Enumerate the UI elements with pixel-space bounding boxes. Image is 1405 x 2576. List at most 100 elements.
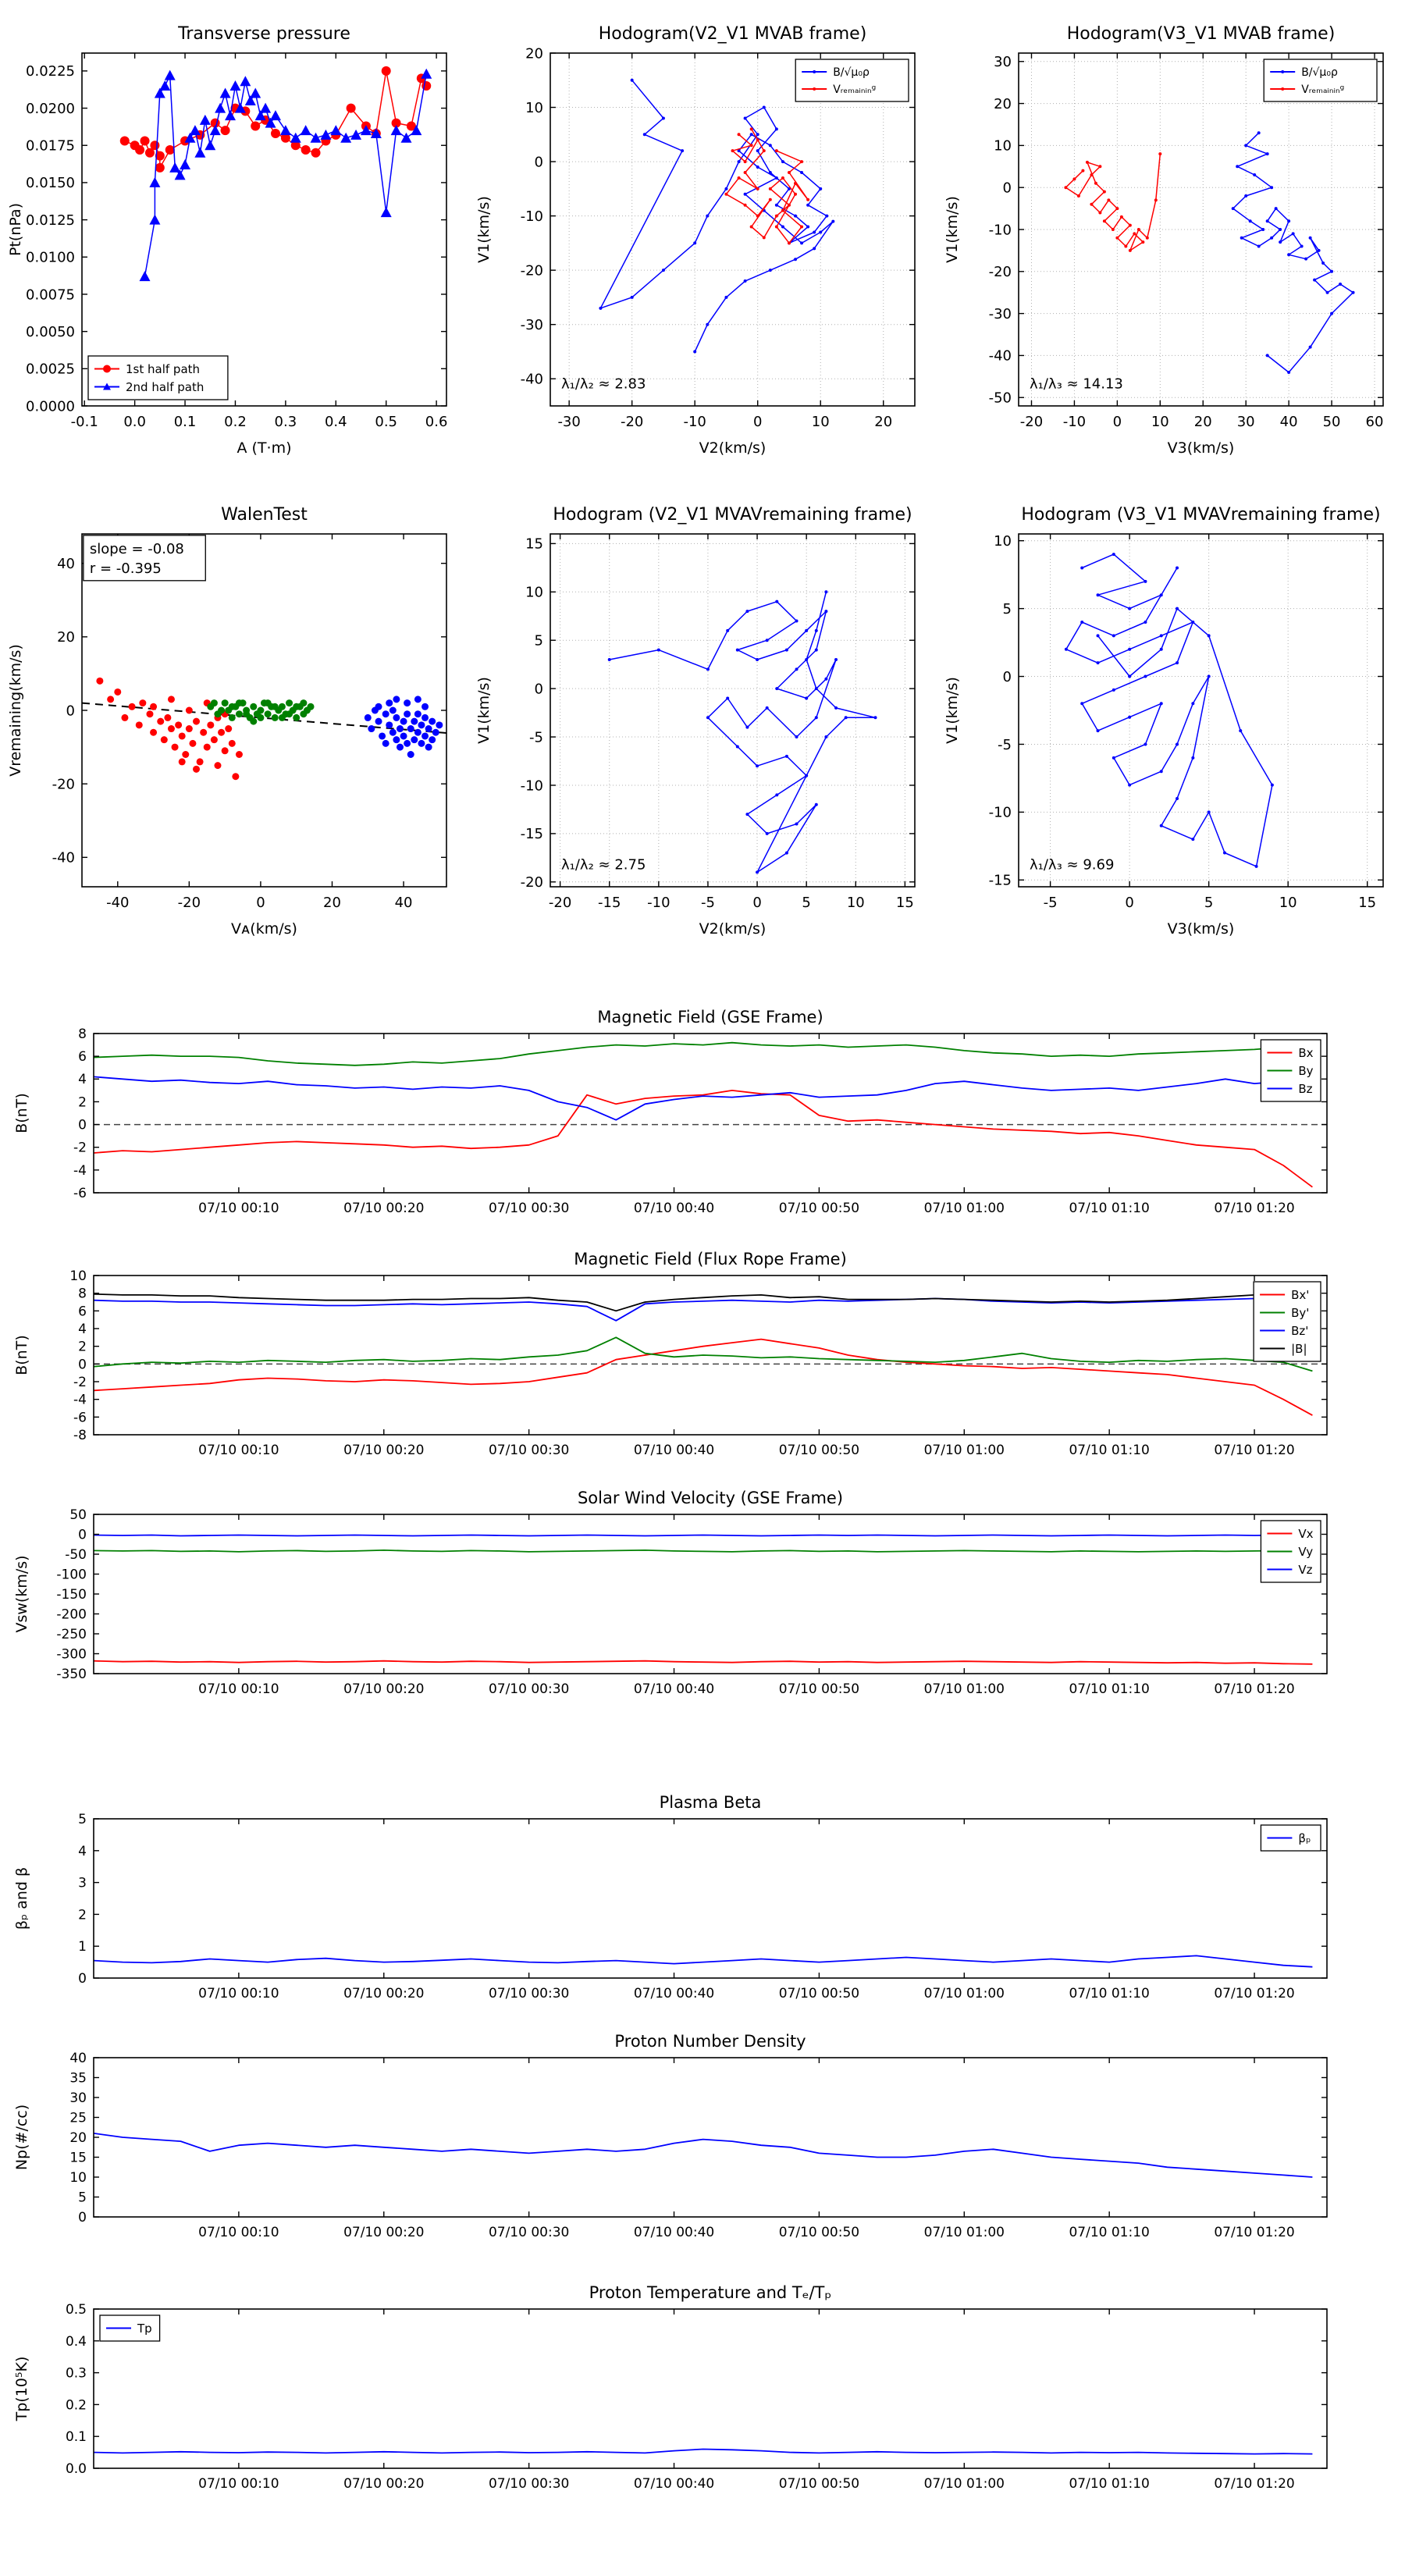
svg-text:Vz: Vz — [1298, 1563, 1312, 1577]
svg-text:10: 10 — [525, 585, 543, 601]
svg-text:07/10 00:10: 07/10 00:10 — [198, 1986, 279, 2001]
svg-text:4: 4 — [78, 1844, 87, 1859]
svg-text:0: 0 — [1113, 414, 1122, 430]
svg-text:07/10 01:20: 07/10 01:20 — [1214, 2225, 1294, 2240]
svg-text:35: 35 — [69, 2070, 87, 2086]
svg-text:0.1: 0.1 — [66, 2429, 87, 2445]
svg-text:07/10 01:00: 07/10 01:00 — [924, 2225, 1005, 2240]
svg-text:Proton Number Density: Proton Number Density — [614, 2032, 806, 2051]
svg-text:V2(km/s): V2(km/s) — [699, 920, 767, 938]
svg-text:6: 6 — [78, 1304, 87, 1319]
svg-text:By': By' — [1291, 1306, 1309, 1320]
svg-text:07/10 00:20: 07/10 00:20 — [343, 1201, 424, 1216]
svg-text:-5: -5 — [701, 895, 715, 911]
svg-text:4: 4 — [78, 1322, 87, 1337]
svg-text:-10: -10 — [521, 208, 543, 225]
svg-text:Tp(10⁵K): Tp(10⁵K) — [13, 2357, 30, 2422]
svg-text:Bx': Bx' — [1291, 1288, 1309, 1302]
svg-text:-10: -10 — [683, 414, 706, 430]
svg-text:5: 5 — [535, 633, 543, 649]
svg-text:-5: -5 — [1044, 895, 1058, 911]
svg-text:Hodogram (V3_V1 MVAVremaining: Hodogram (V3_V1 MVAVremaining frame) — [1021, 505, 1380, 525]
svg-text:Bz': Bz' — [1291, 1324, 1308, 1338]
svg-text:25: 25 — [69, 2110, 87, 2126]
svg-text:07/10 01:00: 07/10 01:00 — [924, 1681, 1005, 1697]
svg-text:10: 10 — [525, 100, 543, 116]
svg-text:10: 10 — [69, 2170, 87, 2186]
svg-text:2: 2 — [78, 1907, 87, 1923]
svg-text:0.2: 0.2 — [66, 2397, 87, 2413]
svg-text:Hodogram(V2_V1 MVAB frame): Hodogram(V2_V1 MVAB frame) — [599, 24, 867, 44]
svg-text:30: 30 — [1237, 414, 1255, 430]
svg-text:40: 40 — [1280, 414, 1298, 430]
svg-text:2nd half path: 2nd half path — [126, 380, 204, 394]
chart-hodogram-v3v1-mvav: -5 0 5 10 15 -15 -10 -5 0 5 10 Hodogram (V3_V1 MVAV… — [937, 493, 1405, 955]
svg-text:Magnetic Field (GSE Frame): Magnetic Field (GSE Frame) — [597, 1008, 823, 1026]
svg-text:-40: -40 — [521, 372, 543, 388]
chart-solar-wind-velocity: 07/10 00:10 07/10 00:20 07/10 00:30 07/10 0… — [0, 1483, 1405, 1717]
svg-text:07/10 01:10: 07/10 01:10 — [1069, 1681, 1149, 1697]
svg-text:0: 0 — [78, 1971, 87, 1987]
svg-text:07/10 01:20: 07/10 01:20 — [1214, 1201, 1294, 1216]
svg-text:0.0025: 0.0025 — [26, 361, 75, 378]
svg-text:Bz: Bz — [1298, 1082, 1312, 1096]
svg-text:07/10 00:20: 07/10 00:20 — [343, 1681, 424, 1697]
svg-text:B/√μ₀ρ: B/√μ₀ρ — [1301, 66, 1338, 79]
svg-text:07/10 00:50: 07/10 00:50 — [779, 1986, 859, 2001]
svg-text:slope = -0.08: slope = -0.08 — [90, 541, 184, 557]
svg-text:07/10 00:40: 07/10 00:40 — [634, 2225, 714, 2240]
svg-text:15: 15 — [896, 895, 914, 911]
svg-text:20: 20 — [57, 629, 75, 646]
svg-text:WalenTest: WalenTest — [221, 505, 308, 525]
svg-text:5: 5 — [802, 895, 810, 911]
svg-text:07/10 01:10: 07/10 01:10 — [1069, 1986, 1149, 2001]
chart-hodogram-v3v1-mvab: -20 -10 0 10 20 30 40 50 60 -50 -40 -30 -20 -10 0 10 20 3… — [937, 12, 1405, 475]
svg-text:0: 0 — [78, 2210, 87, 2226]
svg-text:-20: -20 — [521, 874, 543, 891]
svg-text:1: 1 — [78, 1939, 87, 1955]
svg-text:07/10 00:40: 07/10 00:40 — [634, 2476, 714, 2492]
svg-text:Vᵣₑₘₐᵢₙᵢₙᵍ: Vᵣₑₘₐᵢₙᵢₙᵍ — [833, 84, 876, 96]
svg-text:λ₁/λ₂ ≈ 2.83: λ₁/λ₂ ≈ 2.83 — [561, 375, 646, 392]
svg-text:0.0125: 0.0125 — [26, 212, 75, 229]
svg-text:Transverse pressure: Transverse pressure — [177, 24, 350, 44]
svg-text:10: 10 — [812, 414, 830, 430]
svg-text:0: 0 — [256, 895, 265, 911]
svg-text:0: 0 — [78, 1357, 87, 1372]
svg-text:Pt(nPa): Pt(nPa) — [7, 203, 24, 256]
svg-text:40: 40 — [395, 895, 413, 911]
svg-text:Vsw(km/s): Vsw(km/s) — [13, 1555, 30, 1632]
svg-text:V1(km/s): V1(km/s) — [475, 677, 493, 744]
svg-text:07/10 00:50: 07/10 00:50 — [779, 1201, 859, 1216]
svg-text:10: 10 — [847, 895, 865, 911]
svg-text:07/10 01:00: 07/10 01:00 — [924, 1443, 1005, 1458]
svg-text:20: 20 — [69, 2130, 87, 2146]
svg-text:6: 6 — [78, 1049, 87, 1065]
svg-text:10: 10 — [1279, 895, 1297, 911]
svg-text:-8: -8 — [73, 1428, 87, 1443]
svg-text:0.0175: 0.0175 — [26, 138, 75, 155]
svg-text:0.0225: 0.0225 — [26, 63, 75, 80]
svg-text:07/10 00:40: 07/10 00:40 — [634, 1443, 714, 1458]
svg-text:0.0: 0.0 — [66, 2461, 87, 2477]
svg-text:Solar Wind Velocity (GSE Frame: Solar Wind Velocity (GSE Frame) — [578, 1489, 843, 1507]
svg-text:-40: -40 — [52, 850, 75, 866]
svg-text:0: 0 — [78, 1118, 87, 1133]
svg-text:Bx: Bx — [1298, 1046, 1313, 1060]
svg-text:5: 5 — [1204, 895, 1213, 911]
chart-magnetic-field-flux-rope: 07/10 00:10 07/10 00:20 07/10 00:30 07/10 0… — [0, 1244, 1405, 1478]
svg-text:07/10 00:10: 07/10 00:10 — [198, 2225, 279, 2240]
chart-walen-test: -40 -20 0 20 40 -40 -20 0 20 40 WalenTest Vᴀ(km/s) V… — [0, 493, 468, 955]
svg-text:07/10 01:20: 07/10 01:20 — [1214, 2476, 1294, 2492]
svg-text:-30: -30 — [557, 414, 580, 430]
svg-text:07/10 01:10: 07/10 01:10 — [1069, 1443, 1149, 1458]
chart-proton-number-density: 07/10 00:10 07/10 00:20 07/10 00:30 07/10 0… — [0, 2026, 1405, 2261]
svg-text:-300: -300 — [56, 1646, 87, 1662]
svg-text:0.0075: 0.0075 — [26, 286, 75, 303]
row-top: -0.1 0.0 0.1 0.2 0.3 0.4 0.5 0.6 0.0000 0.0025 0.0… — [0, 12, 1405, 475]
svg-text:20: 20 — [994, 96, 1012, 112]
svg-text:0: 0 — [535, 154, 543, 170]
svg-text:0: 0 — [1003, 180, 1012, 196]
svg-text:07/10 01:10: 07/10 01:10 — [1069, 2476, 1149, 2492]
svg-text:10: 10 — [994, 138, 1012, 155]
